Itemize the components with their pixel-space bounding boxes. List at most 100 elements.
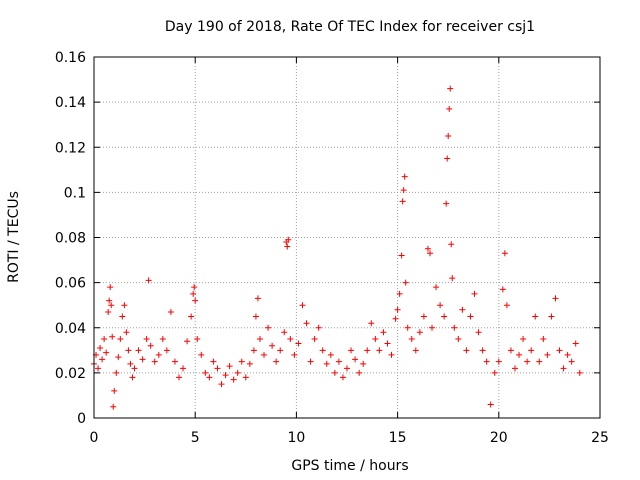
data-point bbox=[420, 313, 427, 320]
data-point bbox=[159, 336, 166, 343]
x-axis-label: GPS time / hours bbox=[291, 458, 408, 474]
x-tick-label: 15 bbox=[389, 430, 407, 446]
data-point bbox=[218, 381, 225, 388]
data-point bbox=[364, 347, 371, 354]
x-tick-label: 0 bbox=[90, 430, 99, 446]
data-point bbox=[103, 349, 110, 356]
data-point bbox=[446, 105, 453, 112]
data-point bbox=[171, 358, 178, 365]
data-point bbox=[246, 360, 253, 367]
data-point bbox=[335, 358, 342, 365]
data-point bbox=[184, 338, 191, 345]
data-point bbox=[388, 351, 395, 358]
data-point bbox=[311, 336, 318, 343]
data-point bbox=[287, 336, 294, 343]
data-point bbox=[95, 365, 102, 372]
y-tick-label: 0.02 bbox=[55, 366, 86, 382]
data-point bbox=[564, 351, 571, 358]
data-point bbox=[455, 336, 462, 343]
data-point bbox=[524, 358, 531, 365]
data-point bbox=[572, 340, 579, 347]
data-point bbox=[151, 358, 158, 365]
data-point bbox=[467, 313, 474, 320]
axis-ticks bbox=[93, 56, 601, 419]
data-point bbox=[121, 302, 128, 309]
data-point bbox=[368, 320, 375, 327]
x-tick-label: 5 bbox=[191, 430, 200, 446]
data-point bbox=[315, 324, 322, 331]
data-point bbox=[109, 333, 116, 340]
data-point bbox=[483, 358, 490, 365]
data-point bbox=[319, 347, 326, 354]
data-point bbox=[127, 360, 134, 367]
data-point bbox=[396, 290, 403, 297]
x-tick-label: 20 bbox=[490, 430, 508, 446]
data-point bbox=[516, 351, 523, 358]
data-point bbox=[139, 356, 146, 363]
data-point bbox=[250, 347, 257, 354]
data-point bbox=[188, 313, 195, 320]
data-point bbox=[99, 356, 106, 363]
data-point bbox=[194, 336, 201, 343]
x-tick-labels: 0 5 10 15 20 25 bbox=[90, 430, 609, 446]
data-point bbox=[548, 313, 555, 320]
data-point bbox=[269, 342, 276, 349]
data-point bbox=[556, 347, 563, 354]
data-point bbox=[532, 313, 539, 320]
data-point bbox=[230, 376, 237, 383]
y-tick-label: 0.14 bbox=[55, 95, 86, 111]
data-point bbox=[277, 347, 284, 354]
data-point bbox=[528, 347, 535, 354]
data-point bbox=[475, 329, 482, 336]
data-point bbox=[115, 354, 122, 361]
data-point bbox=[449, 275, 456, 282]
data-point bbox=[444, 155, 451, 162]
data-point bbox=[256, 336, 263, 343]
data-point bbox=[234, 369, 241, 376]
data-point bbox=[113, 369, 120, 376]
data-point bbox=[242, 374, 249, 381]
data-point bbox=[206, 374, 213, 381]
data-point bbox=[426, 250, 433, 257]
y-axis-label: ROTI / TECUs bbox=[6, 191, 22, 283]
data-point bbox=[416, 329, 423, 336]
data-point bbox=[451, 324, 458, 331]
data-point bbox=[348, 347, 355, 354]
data-point bbox=[429, 324, 436, 331]
data-point bbox=[131, 365, 138, 372]
data-point bbox=[372, 336, 379, 343]
data-point bbox=[284, 243, 291, 250]
data-point bbox=[540, 336, 547, 343]
data-point bbox=[433, 284, 440, 291]
data-point bbox=[568, 358, 575, 365]
data-point bbox=[401, 173, 408, 180]
data-point bbox=[412, 347, 419, 354]
data-point bbox=[110, 403, 117, 410]
data-point bbox=[238, 358, 245, 365]
data-point bbox=[145, 277, 152, 284]
data-point bbox=[463, 347, 470, 354]
data-point bbox=[471, 290, 478, 297]
data-point bbox=[447, 85, 454, 92]
data-point bbox=[163, 347, 170, 354]
data-point bbox=[291, 351, 298, 358]
data-point bbox=[176, 374, 183, 381]
data-point bbox=[222, 372, 229, 379]
data-point bbox=[111, 387, 118, 394]
y-tick-label: 0.16 bbox=[55, 50, 86, 66]
data-point bbox=[105, 308, 112, 315]
data-point bbox=[536, 358, 543, 365]
data-point bbox=[331, 369, 338, 376]
grid-lines bbox=[94, 57, 600, 418]
data-point bbox=[552, 295, 559, 302]
data-point bbox=[226, 363, 233, 370]
x-tick-label: 25 bbox=[591, 430, 609, 446]
data-point bbox=[273, 358, 280, 365]
data-point bbox=[117, 336, 124, 343]
data-point bbox=[495, 358, 502, 365]
data-point bbox=[135, 347, 142, 354]
data-point bbox=[295, 340, 302, 347]
data-point bbox=[192, 297, 199, 304]
data-point bbox=[167, 308, 174, 315]
